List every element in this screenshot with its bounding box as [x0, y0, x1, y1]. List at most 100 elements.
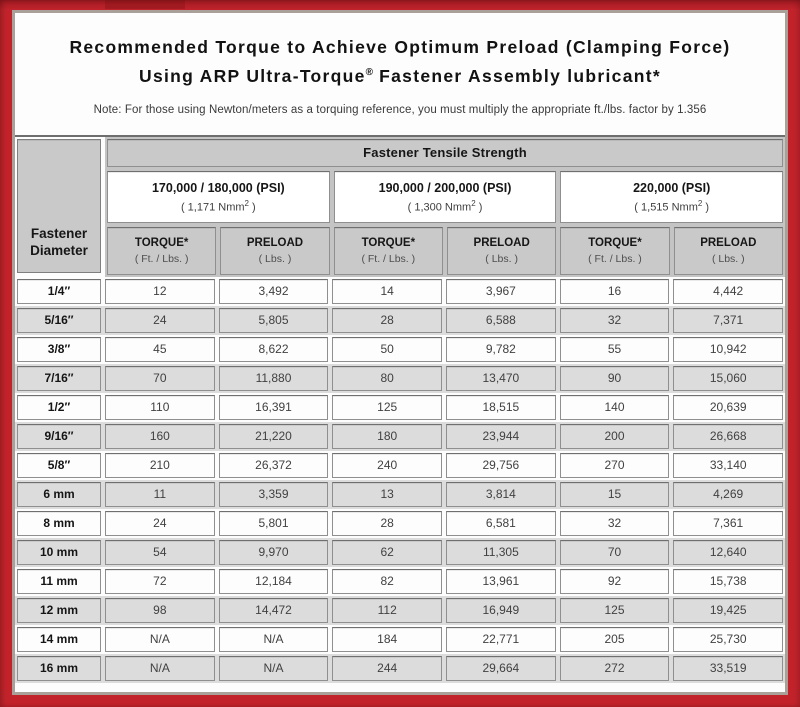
preload-value-220: 15,060: [673, 365, 784, 391]
row-label: 6 mm: [17, 481, 101, 507]
nmm-value: ( 1,171 Nmm2 ): [180, 198, 256, 214]
row-label: 7/16″: [17, 365, 101, 391]
torque-value-170: 110: [105, 394, 215, 420]
preload-value-170: N/A: [218, 626, 329, 652]
preload-value-170: 16,391: [218, 394, 329, 420]
row-label: 8 mm: [17, 510, 101, 536]
row-label: 11 mm: [17, 568, 101, 594]
preload-value-190: 3,814: [446, 481, 556, 507]
torque-value-170: 24: [105, 510, 215, 536]
preload-value-190: 11,305: [446, 539, 556, 565]
torque-value-170: 72: [105, 568, 215, 594]
torque-value-190: 180: [332, 423, 443, 449]
torque-value-220: 15: [559, 481, 670, 507]
preload-column-header: PRELOAD ( Lbs. ): [220, 226, 330, 275]
psi-group-header: 190,000 / 200,000 (PSI) ( 1,300 Nmm2 ): [333, 170, 557, 223]
red-frame-top-shade: [0, 0, 800, 10]
torque-value-190: 14: [332, 278, 443, 304]
torque-column-header: TORQUE* ( Ft. / Lbs. ): [333, 226, 443, 275]
preload-value-220: 12,640: [673, 539, 784, 565]
torque-value-170: 12: [105, 278, 215, 304]
torque-value-170: 54: [105, 539, 215, 565]
torque-value-220: 70: [559, 539, 670, 565]
preload-value-220: 4,442: [673, 278, 784, 304]
torque-value-190: 50: [332, 336, 443, 362]
psi-group-header: 220,000 (PSI) ( 1,515 Nmm2 ): [560, 170, 784, 223]
row-label: 1/4″: [17, 278, 101, 304]
table-row: 9/16″ 160 21,220 180 23,944 200 26,668: [15, 421, 785, 451]
document-panel: Recommended Torque to Achieve Optimum Pr…: [12, 10, 788, 695]
preload-value-170: 11,880: [218, 365, 329, 391]
colhead-row: TORQUE* ( Ft. / Lbs. ) PRELOAD ( Lbs. ) …: [105, 224, 785, 277]
torque-value-190: 184: [332, 626, 443, 652]
table-row: 10 mm 54 9,970 62 11,305 70 12,640: [15, 537, 785, 567]
tensile-strength-header-row: Fastener Tensile Strength: [105, 136, 785, 169]
table-row: 1/4″ 12 3,492 14 3,967 16 4,442: [15, 276, 785, 306]
torque-value-190: 82: [332, 568, 443, 594]
table-row: 11 mm 72 12,184 82 13,961 92 15,738: [15, 566, 785, 596]
preload-value-220: 19,425: [673, 597, 784, 623]
torque-value-190: 13: [332, 481, 443, 507]
torque-value-220: 16: [559, 278, 670, 304]
nmm-value: ( 1,515 Nmm2 ): [634, 198, 710, 214]
preload-value-190: 6,588: [446, 307, 556, 333]
preload-value-170: 26,372: [218, 452, 329, 478]
table-header: Fastener Diameter Fastener Tensile Stren…: [15, 136, 785, 277]
table-row: 1/2″ 110 16,391 125 18,515 140 20,639: [15, 392, 785, 422]
torque-value-190: 80: [332, 365, 443, 391]
preload-value-170: 5,801: [218, 510, 329, 536]
torque-value-190: 240: [332, 452, 443, 478]
preload-column-header: PRELOAD ( Lbs. ): [673, 226, 783, 275]
preload-value-220: 20,639: [673, 394, 784, 420]
row-label: 9/16″: [17, 423, 101, 449]
preload-value-170: 3,359: [218, 481, 329, 507]
torque-value-170: N/A: [105, 626, 215, 652]
torque-value-220: 200: [559, 423, 670, 449]
table-row: 14 mm N/A N/A 184 22,771 205 25,730: [15, 624, 785, 654]
table-row: 7/16″ 70 11,880 80 13,470 90 15,060: [15, 363, 785, 393]
preload-value-170: 14,472: [218, 597, 329, 623]
torque-value-190: 244: [332, 655, 443, 681]
preload-value-190: 13,470: [446, 365, 556, 391]
preload-value-190: 16,949: [446, 597, 556, 623]
table-row: 5/16″ 24 5,805 28 6,588 32 7,371: [15, 305, 785, 335]
preload-value-190: 29,664: [446, 655, 556, 681]
torque-value-170: 45: [105, 336, 215, 362]
tensile-strength-header: Fastener Tensile Strength: [107, 138, 783, 167]
table-row: 3/8″ 45 8,622 50 9,782 55 10,942: [15, 334, 785, 364]
preload-value-190: 9,782: [446, 336, 556, 362]
torque-value-220: 55: [559, 336, 670, 362]
row-label: 16 mm: [17, 655, 101, 681]
table-row: 6 mm 11 3,359 13 3,814 15 4,269: [15, 479, 785, 509]
psi-group-header: 170,000 / 180,000 (PSI) ( 1,171 Nmm2 ): [107, 170, 330, 223]
preload-value-170: 5,805: [218, 307, 329, 333]
torque-value-220: 32: [559, 307, 670, 333]
preload-value-190: 18,515: [446, 394, 556, 420]
psi-value: 220,000 (PSI): [633, 180, 711, 195]
table-body: 1/4″ 12 3,492 14 3,967 16 4,442 5/16″ 24…: [15, 276, 785, 683]
row-label: 5/16″: [17, 307, 101, 333]
title-line1: Recommended Torque to Achieve Optimum Pr…: [69, 37, 731, 57]
psi-header-row: 170,000 / 180,000 (PSI) ( 1,171 Nmm2 ) 1…: [105, 168, 785, 225]
table-row: 8 mm 24 5,801 28 6,581 32 7,361: [15, 508, 785, 538]
torque-value-220: 272: [559, 655, 670, 681]
preload-value-220: 33,519: [673, 655, 784, 681]
preload-value-220: 33,140: [673, 452, 784, 478]
fastener-diameter-header: Fastener Diameter: [17, 138, 101, 273]
torque-value-190: 112: [332, 597, 443, 623]
note-text: Note: For those using Newton/meters as a…: [93, 103, 707, 116]
preload-value-170: 21,220: [218, 423, 329, 449]
row-label: 3/8″: [17, 336, 101, 362]
torque-column-header: TORQUE* ( Ft. / Lbs. ): [107, 226, 217, 275]
preload-value-220: 15,738: [673, 568, 784, 594]
table-row: 12 mm 98 14,472 112 16,949 125 19,425: [15, 595, 785, 625]
torque-value-220: 32: [559, 510, 670, 536]
preload-value-190: 3,967: [446, 278, 556, 304]
nmm-value: ( 1,300 Nmm2 ): [407, 198, 483, 214]
row-label: 12 mm: [17, 597, 101, 623]
preload-column-header: PRELOAD ( Lbs. ): [446, 226, 557, 275]
row-label: 10 mm: [17, 539, 101, 565]
preload-value-220: 7,361: [673, 510, 784, 536]
preload-value-220: 10,942: [673, 336, 784, 362]
preload-value-190: 29,756: [446, 452, 556, 478]
